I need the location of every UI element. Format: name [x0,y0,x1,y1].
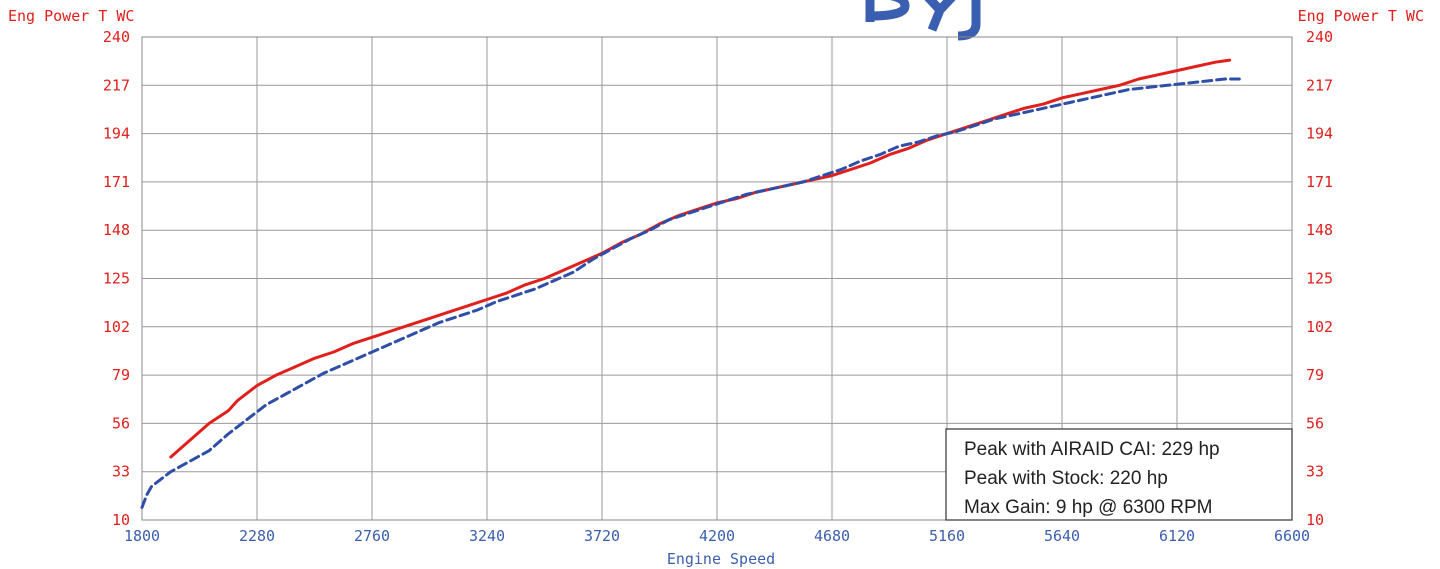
y-tick-label-left-2: 56 [112,414,130,432]
annotation-box: Peak with AIRAID CAI: 229 hp Peak with S… [945,428,1293,521]
y-axis-right: 10 33 56 79 102 125 148 171 194 217 240 [1306,28,1333,529]
x-tick-label-7: 5160 [929,527,965,545]
x-tick-label-0: 1800 [124,527,160,545]
x-tick-label-1: 2280 [239,527,275,545]
y-tick-label-right-5: 125 [1306,270,1333,288]
series-line-0 [169,58,1232,459]
series-layer [140,58,1241,509]
y-tick-label-right-0: 10 [1306,511,1324,529]
x-tick-label-3: 3240 [469,527,505,545]
y-tick-label-left-0: 10 [112,511,130,529]
y-tick-label-left-5: 125 [103,270,130,288]
y-tick-label-left-6: 148 [103,221,130,239]
annotation-peak-stock: Peak with Stock: 220 hp [964,468,1168,489]
series-line-1 [140,77,1241,509]
y-tick-label-right-8: 194 [1306,125,1333,143]
x-tick-label-9: 6120 [1159,527,1195,545]
y-tick-label-left-9: 217 [103,76,130,94]
y-tick-label-right-10: 240 [1306,28,1333,46]
x-tick-label-5: 4200 [699,527,735,545]
y-tick-label-right-9: 217 [1306,76,1333,94]
y-axis-title-left: Eng Power T WC [8,7,134,25]
x-tick-label-6: 4680 [814,527,850,545]
y-tick-label-right-3: 79 [1306,366,1324,384]
y-tick-label-right-4: 102 [1306,318,1333,336]
x-tick-label-8: 5640 [1044,527,1080,545]
annotation-max-gain: Max Gain: 9 hp @ 6300 RPM [964,497,1212,518]
plot-frame [141,36,1293,521]
annotation-peak-airaid: Peak with AIRAID CAI: 229 hp [964,439,1220,460]
y-tick-label-left-8: 194 [103,125,130,143]
cropped-title-fragment [865,0,981,41]
y-tick-label-right-7: 171 [1306,173,1333,191]
y-tick-label-left-7: 171 [103,173,130,191]
annotation-box-frame [945,428,1293,521]
x-tick-label-10: 6600 [1274,527,1310,545]
y-axis-left: 10 33 56 79 102 125 148 171 194 217 240 [103,28,130,529]
x-axis: 1800 2280 2760 3240 3720 4200 4680 5160 5640 6120… [124,527,1310,545]
y-tick-label-left-10: 240 [103,28,130,46]
x-tick-label-4: 3720 [584,527,620,545]
y-tick-label-left-1: 33 [112,463,130,481]
y-tick-label-left-4: 102 [103,318,130,336]
x-axis-title: Engine Speed [667,550,775,568]
y-tick-label-right-2: 56 [1306,414,1324,432]
y-axis-title-right: Eng Power T WC [1298,7,1424,25]
y-tick-label-right-6: 148 [1306,221,1333,239]
x-tick-label-2: 2760 [354,527,390,545]
y-tick-label-left-3: 79 [112,366,130,384]
y-tick-label-right-1: 33 [1306,463,1324,481]
